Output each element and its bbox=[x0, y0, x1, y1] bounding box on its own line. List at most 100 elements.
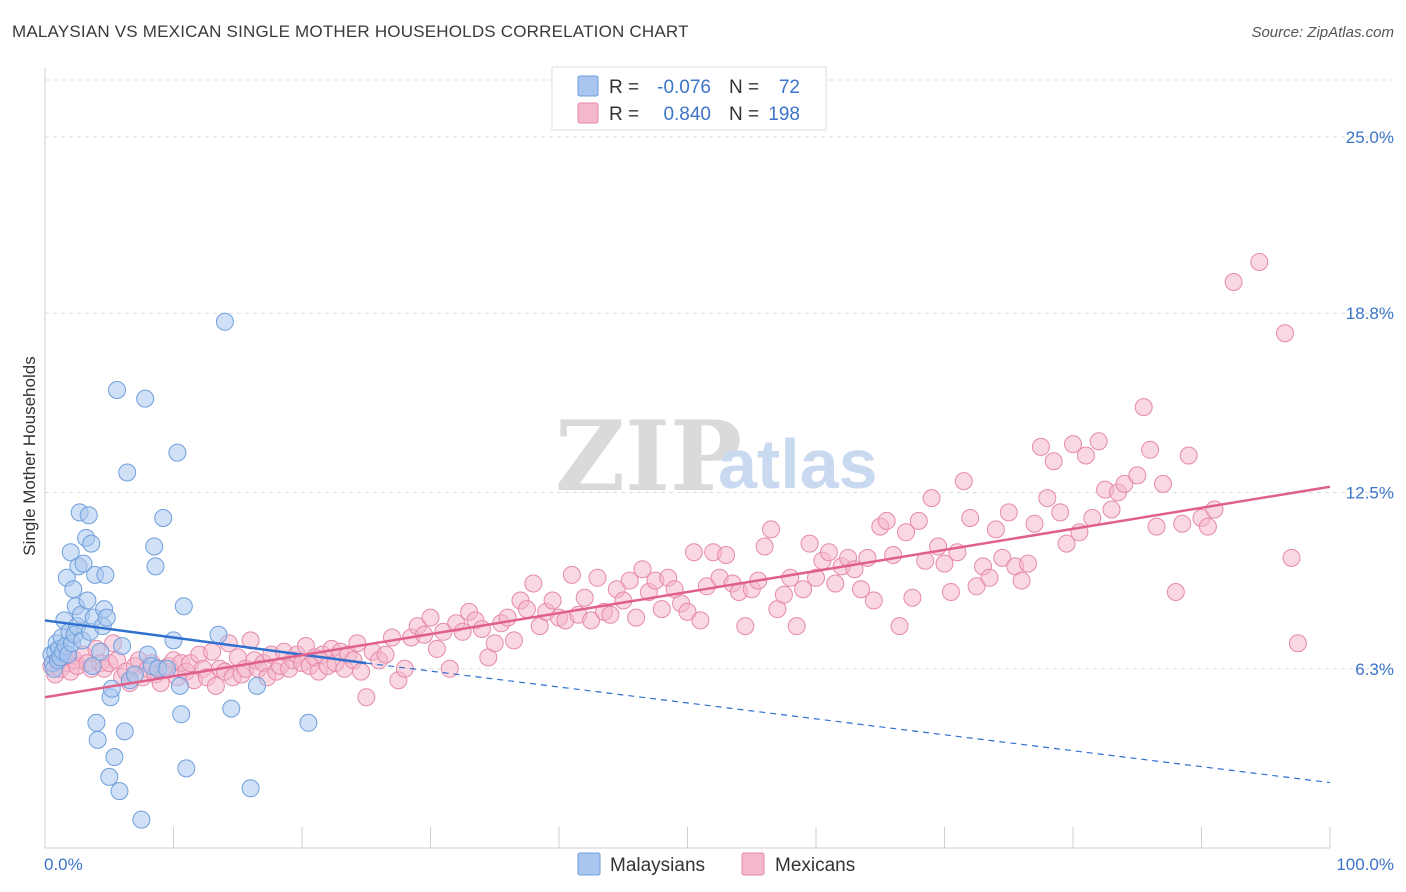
malaysians-point bbox=[154, 509, 173, 527]
mexicans-point bbox=[717, 546, 736, 564]
malaysians-point bbox=[82, 534, 101, 553]
malaysians-point bbox=[248, 676, 266, 695]
mexicans-point bbox=[1141, 440, 1160, 459]
malaysians-point bbox=[87, 713, 106, 732]
mexicans-point bbox=[633, 560, 652, 579]
legend-n-label-1: N = bbox=[729, 77, 759, 98]
malaysians-point bbox=[91, 642, 110, 661]
y-tick-label: 6.3% bbox=[1355, 660, 1394, 679]
bottom-legend-mexicans: Mexicans bbox=[775, 855, 855, 876]
mexicans-point bbox=[794, 580, 813, 599]
malaysians-point bbox=[105, 748, 124, 766]
mexicans-point bbox=[755, 537, 774, 556]
mexicans-point bbox=[993, 548, 1012, 567]
mexicans-point bbox=[1057, 534, 1076, 553]
mexicans-point bbox=[678, 602, 697, 621]
mexicans-point bbox=[903, 588, 922, 607]
mexicans-point bbox=[1250, 253, 1269, 271]
malaysians-point bbox=[145, 537, 164, 556]
malaysians-point bbox=[110, 782, 129, 801]
mexicans-point bbox=[427, 639, 446, 658]
legend-n-value-1: 72 bbox=[779, 77, 800, 98]
y-tick-label: 18.8% bbox=[1346, 304, 1394, 323]
mexicans-point bbox=[517, 600, 536, 619]
malaysians-point bbox=[64, 580, 83, 599]
malaysians-point bbox=[132, 810, 151, 829]
malaysians-trend-extension bbox=[366, 662, 1331, 784]
malaysians-point bbox=[158, 659, 177, 678]
bottom-legend-malaysians: Malaysians bbox=[610, 855, 705, 876]
malaysians-point bbox=[174, 597, 193, 616]
mexicans-point bbox=[383, 628, 401, 647]
mexicans-point bbox=[691, 611, 710, 630]
mexicans-trend-line bbox=[44, 485, 1331, 699]
malaysians-point bbox=[61, 543, 80, 562]
correlation-legend: R = -0.076 N = 72 R = 0.840 N = 198 bbox=[551, 66, 827, 131]
mexicans-point bbox=[524, 574, 543, 593]
malaysians-point bbox=[115, 722, 134, 741]
mexicans-point bbox=[1154, 474, 1172, 493]
axes bbox=[44, 68, 1331, 849]
mexicans-point bbox=[472, 620, 491, 638]
mexicans-point bbox=[652, 600, 671, 619]
malaysians-point bbox=[222, 699, 241, 718]
y-tick-label: 12.5% bbox=[1346, 483, 1394, 502]
watermark: ZIP atlas bbox=[555, 400, 878, 513]
mexicans-point bbox=[999, 503, 1018, 522]
mexicans-point bbox=[1089, 432, 1108, 451]
mexicans-point bbox=[1134, 398, 1153, 417]
malaysians-point bbox=[164, 631, 183, 650]
malaysians-point bbox=[241, 779, 260, 798]
mexicans-point bbox=[826, 574, 845, 593]
mexicans-point bbox=[980, 568, 999, 587]
mexicans-point bbox=[1128, 466, 1147, 485]
chart-source: Source: ZipAtlas.com bbox=[1251, 24, 1394, 41]
mexicans-point bbox=[787, 617, 806, 636]
mexicans-point bbox=[967, 577, 986, 596]
mexicans-point bbox=[627, 608, 646, 627]
legend-r-value-2: 0.840 bbox=[663, 104, 711, 125]
malaysians-point bbox=[209, 625, 228, 644]
mexicans-point bbox=[774, 585, 793, 604]
mexicans-point bbox=[1224, 273, 1243, 291]
y-tick-labels: 6.3% 12.5% 18.8% 25.0% bbox=[1346, 128, 1394, 679]
series-malaysians-points bbox=[42, 312, 318, 829]
mexicans-point bbox=[890, 617, 909, 636]
malaysians-point bbox=[102, 679, 121, 698]
mexicans-point bbox=[897, 523, 915, 542]
mexicans-point bbox=[684, 543, 703, 562]
mexicans-point bbox=[421, 608, 440, 627]
series-legend: Malaysians Mexicans bbox=[577, 852, 855, 876]
mexicans-point bbox=[1064, 435, 1082, 454]
legend-r-label-2: R = bbox=[609, 104, 639, 125]
mexicans-point bbox=[909, 511, 928, 530]
mexicans-point bbox=[601, 605, 620, 624]
mexicans-point bbox=[1012, 571, 1031, 590]
malaysians-point bbox=[172, 705, 191, 724]
mexicans-point bbox=[1282, 548, 1301, 567]
mexicans-point bbox=[376, 645, 395, 664]
watermark-atlas: atlas bbox=[718, 425, 878, 503]
legend-n-value-2: 198 bbox=[768, 104, 800, 125]
mexicans-point bbox=[1198, 517, 1217, 536]
mexicans-point bbox=[357, 688, 376, 707]
malaysians-point bbox=[299, 713, 318, 732]
mexicans-point bbox=[922, 489, 941, 508]
mexicans-point bbox=[582, 611, 601, 630]
malaysians-point bbox=[177, 759, 196, 778]
mexicans-point bbox=[1115, 474, 1134, 493]
mexicans-point bbox=[762, 520, 780, 539]
y-axis-title: Single Mother Households bbox=[20, 356, 39, 555]
mexicans-point bbox=[543, 591, 562, 610]
malaysians-point bbox=[96, 565, 115, 584]
mexicans-point bbox=[961, 509, 980, 527]
mexicans-point bbox=[485, 634, 504, 653]
malaysians-trend-line bbox=[44, 619, 367, 665]
legend-r-value-1: -0.076 bbox=[657, 77, 711, 98]
mexicans-point bbox=[620, 571, 639, 590]
legend-swatch-malaysians bbox=[577, 75, 599, 97]
malaysians-point bbox=[97, 608, 116, 627]
malaysians-point bbox=[168, 443, 187, 462]
malaysians-point bbox=[83, 657, 102, 675]
